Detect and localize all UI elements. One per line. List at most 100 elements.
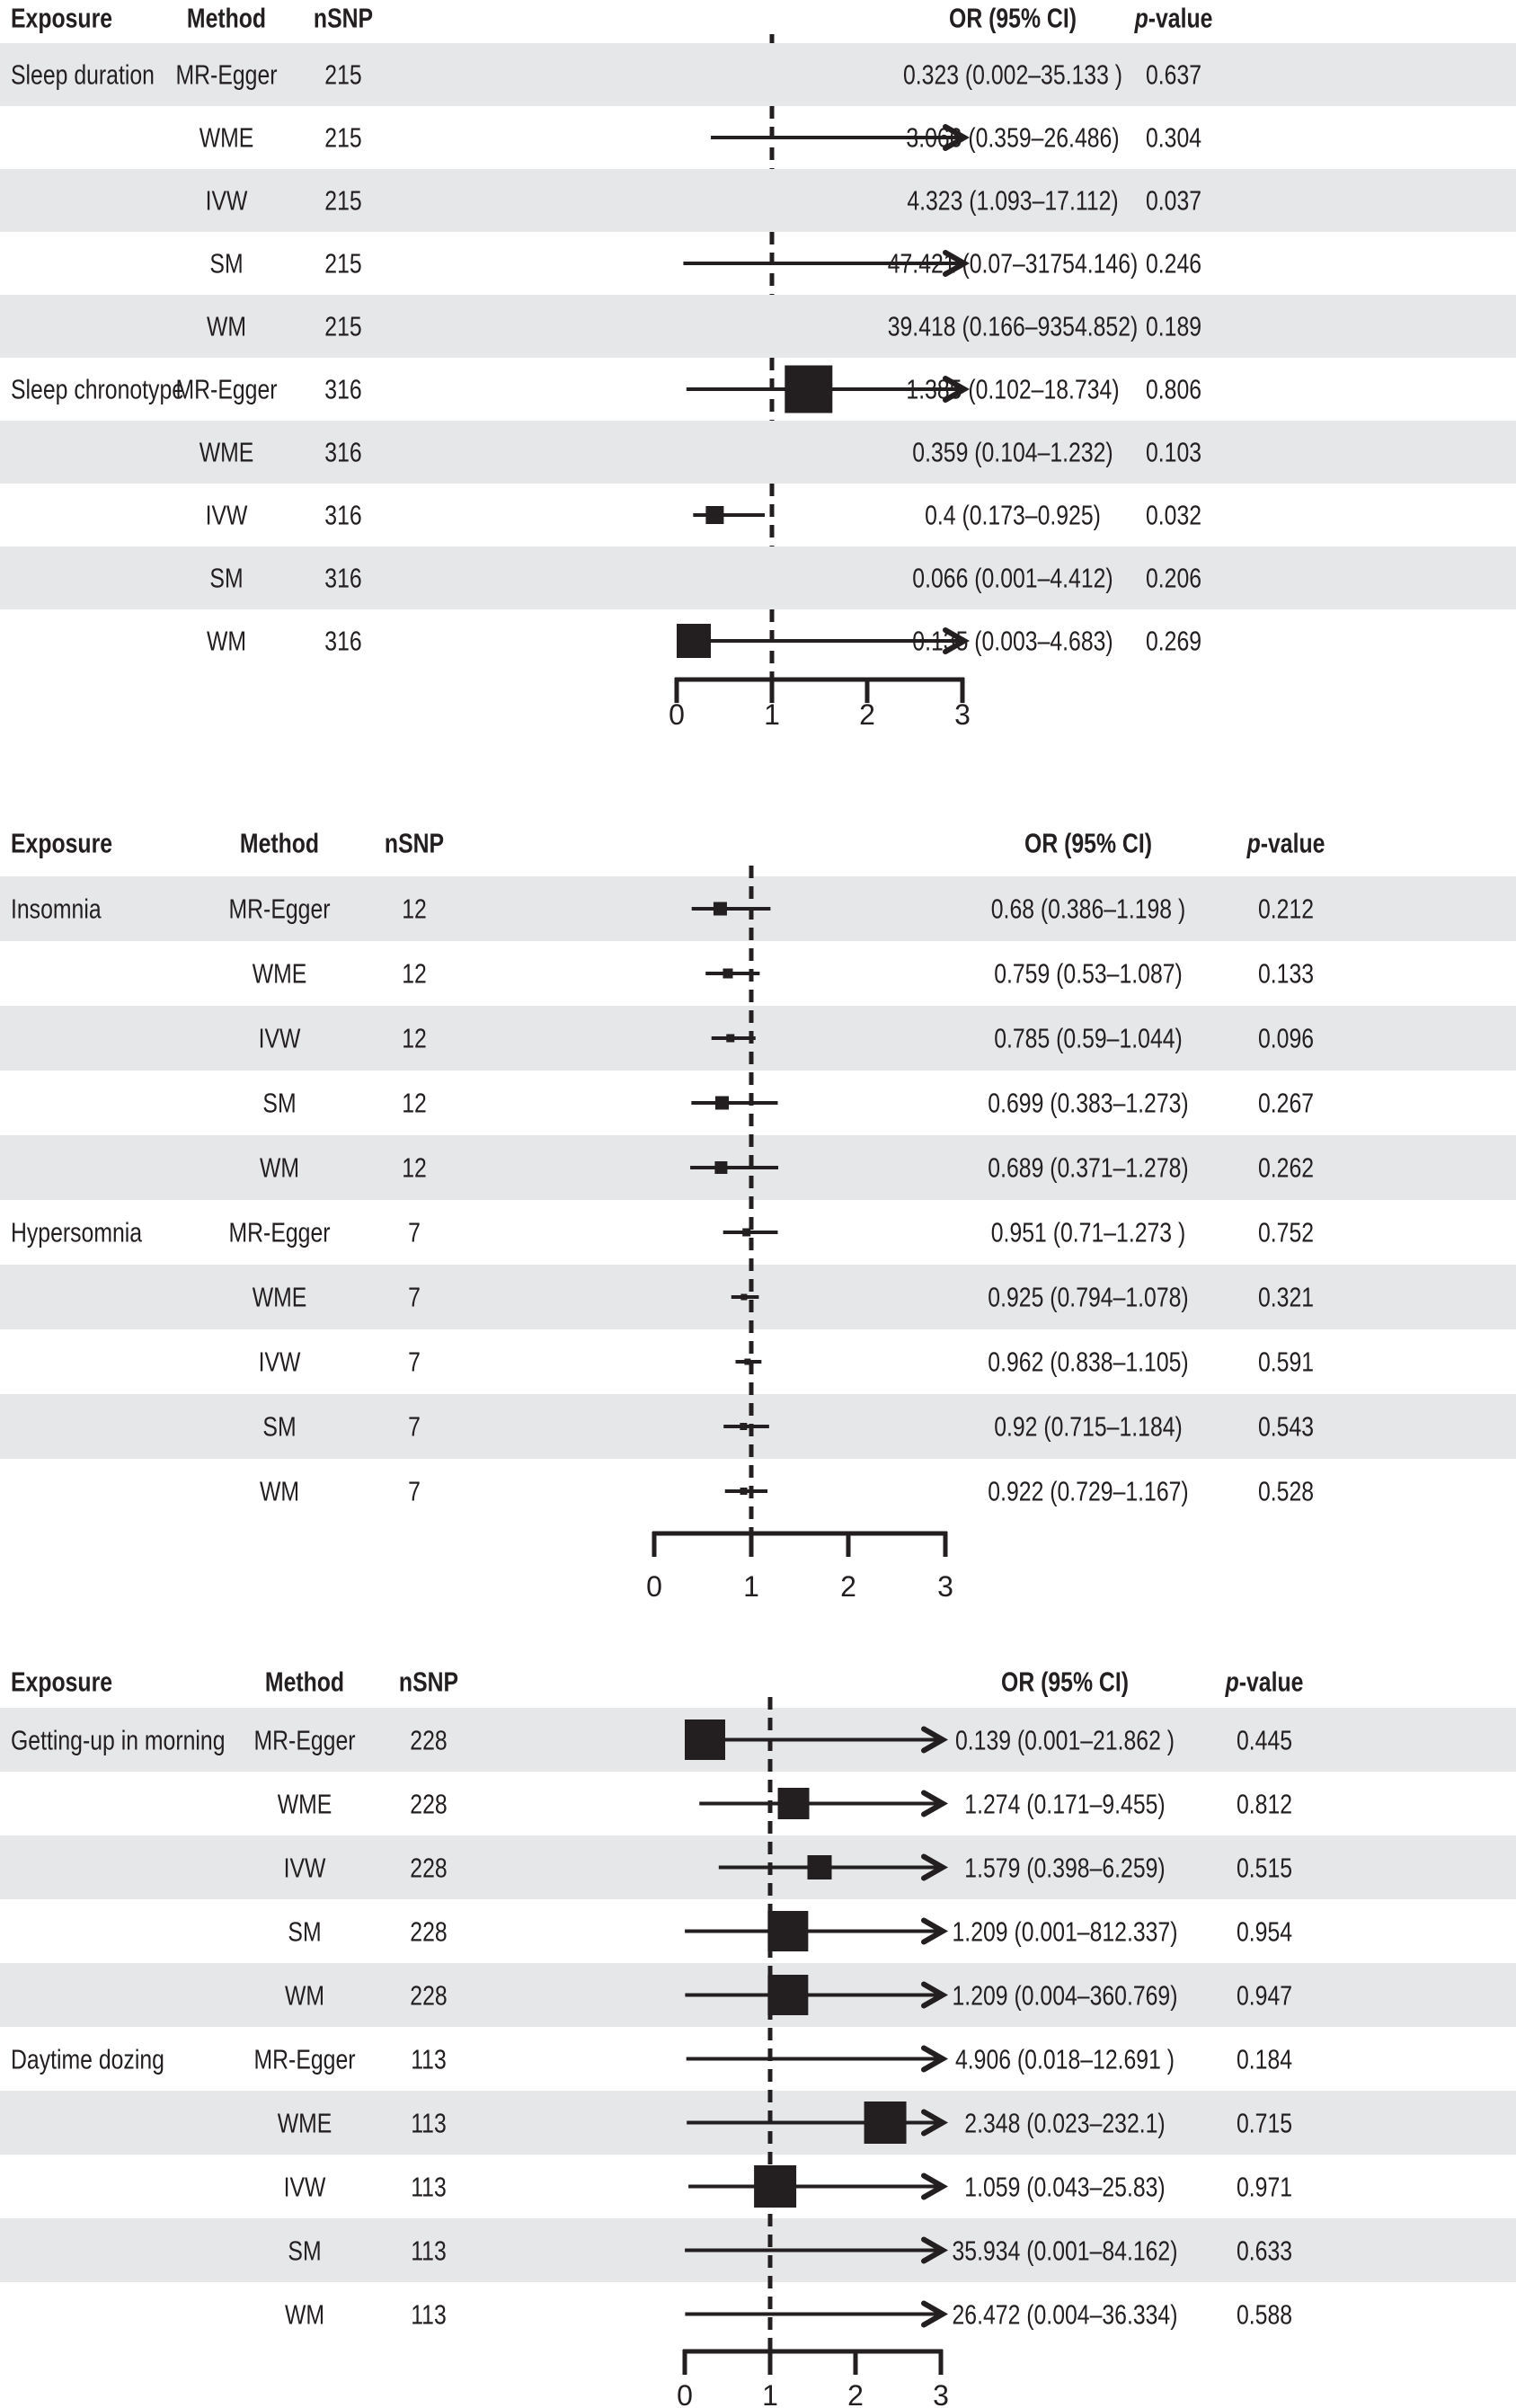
cell-method: WME xyxy=(252,1281,307,1313)
row-stripe xyxy=(0,546,1516,609)
cell-method: WME xyxy=(252,957,307,990)
cell-p-value: 0.633 xyxy=(1236,2235,1293,2266)
cell-p-value: 0.591 xyxy=(1257,1346,1315,1378)
cell-p-value: 0.637 xyxy=(1145,58,1202,91)
cell-p-value: 0.515 xyxy=(1236,1852,1293,1883)
row-stripe xyxy=(0,1006,1516,1071)
cell-p-value: 0.032 xyxy=(1145,499,1202,531)
p-value-header-rest: -value xyxy=(1238,1666,1304,1698)
cell-nsnp: 7 xyxy=(408,1281,421,1313)
cell-nsnp: 215 xyxy=(324,184,362,217)
cell-method: WM xyxy=(259,1475,300,1507)
cell-method: SM xyxy=(262,1410,297,1443)
cell-method: IVW xyxy=(205,184,248,217)
cell-p-value: 0.321 xyxy=(1257,1281,1315,1313)
cell-nsnp: 228 xyxy=(410,1788,448,1819)
cell-p-value: 0.246 xyxy=(1145,247,1202,280)
cell-method: IVW xyxy=(205,499,248,531)
cell-p-value: 0.752 xyxy=(1257,1216,1315,1248)
cell-p-value: 0.262 xyxy=(1257,1151,1315,1184)
cell-p-value: 0.189 xyxy=(1145,310,1202,342)
cell-method: IVW xyxy=(258,1346,301,1378)
cell-nsnp: 316 xyxy=(324,499,362,531)
cell-method: IVW xyxy=(283,2171,326,2202)
cell-or-ci: 1.274 (0.171–9.455) xyxy=(964,1788,1166,1819)
cell-nsnp: 12 xyxy=(402,1151,427,1184)
cell-nsnp: 7 xyxy=(408,1216,421,1248)
row-stripe xyxy=(0,421,1516,484)
cell-or-ci: 0.135 (0.003–4.683) xyxy=(912,625,1113,657)
column-header-p-value: p-value xyxy=(1247,830,1325,857)
p-value-header-italic-p: p xyxy=(1225,1666,1239,1698)
cell-or-ci: 0.699 (0.383–1.273) xyxy=(988,1087,1189,1119)
column-header-exposure: Exposure xyxy=(11,827,113,859)
cell-p-value: 0.528 xyxy=(1257,1475,1315,1507)
cell-method: WM xyxy=(206,310,247,342)
exposure-label: Getting-up in morning xyxy=(11,1724,226,1755)
cell-or-ci: 0.68 (0.386–1.198 ) xyxy=(990,893,1186,925)
column-header-method: Method xyxy=(264,1666,345,1698)
cell-or-ci: 1.385 (0.102–18.734) xyxy=(906,373,1120,405)
column-header-nsnp: nSNP xyxy=(384,827,445,859)
cell-p-value: 0.037 xyxy=(1145,184,1202,217)
cell-nsnp: 12 xyxy=(402,1022,427,1054)
cell-nsnp: 113 xyxy=(411,2107,447,2138)
cell-or-ci: 0.951 (0.71–1.273 ) xyxy=(990,1216,1186,1248)
p-value-header-italic-p: p xyxy=(1134,2,1148,34)
cell-or-ci: 4.323 (1.093–17.112) xyxy=(907,184,1119,217)
cell-or-ci: 47.421 (0.07–31754.146) xyxy=(887,247,1139,280)
cell-or-ci: 2.348 (0.023–232.1) xyxy=(964,2107,1166,2138)
cell-nsnp: 316 xyxy=(324,562,362,594)
cell-method: WM xyxy=(284,2298,325,2330)
cell-p-value: 0.212 xyxy=(1257,893,1315,925)
exposure-label: Insomnia xyxy=(11,893,102,925)
cell-nsnp: 228 xyxy=(410,1979,448,2011)
column-header-p-value: p-value xyxy=(1135,4,1213,32)
cell-or-ci: 3.066 (0.359–26.486) xyxy=(906,121,1120,154)
cell-nsnp: 12 xyxy=(402,1087,427,1119)
cell-method: WME xyxy=(277,2107,332,2138)
cell-or-ci: 0.066 (0.001–4.412) xyxy=(912,562,1113,594)
exposure-label: Daytime dozing xyxy=(11,2043,164,2075)
cell-or-ci: 4.906 (0.018–12.691 ) xyxy=(954,2043,1175,2075)
cell-nsnp: 113 xyxy=(411,2298,447,2330)
cell-nsnp: 215 xyxy=(324,121,362,154)
cell-method: MR-Egger xyxy=(175,58,278,91)
cell-p-value: 0.304 xyxy=(1145,121,1202,154)
cell-method: WME xyxy=(277,1788,332,1819)
cell-or-ci: 0.92 (0.715–1.184) xyxy=(994,1410,1183,1443)
cell-nsnp: 228 xyxy=(410,1724,448,1755)
cell-p-value: 0.096 xyxy=(1257,1022,1315,1054)
cell-nsnp: 113 xyxy=(411,2235,447,2266)
cell-or-ci: 26.472 (0.004–36.334) xyxy=(952,2298,1178,2330)
cell-or-ci: 0.925 (0.794–1.078) xyxy=(988,1281,1189,1313)
column-header-exposure: Exposure xyxy=(11,2,113,34)
cell-p-value: 0.812 xyxy=(1236,1788,1293,1819)
cell-p-value: 0.543 xyxy=(1257,1410,1315,1443)
cell-nsnp: 7 xyxy=(408,1410,421,1443)
cell-p-value: 0.947 xyxy=(1236,1979,1293,2011)
cell-or-ci: 39.418 (0.166–9354.852) xyxy=(887,310,1139,342)
cell-nsnp: 228 xyxy=(410,1915,448,1947)
cell-or-ci: 1.059 (0.043–25.83) xyxy=(964,2171,1166,2202)
column-header-method: Method xyxy=(239,827,320,859)
cell-nsnp: 215 xyxy=(324,247,362,280)
cell-method: SM xyxy=(262,1087,297,1119)
cell-method: SM xyxy=(288,2235,322,2266)
cell-or-ci: 0.359 (0.104–1.232) xyxy=(912,436,1113,468)
cell-or-ci: 35.934 (0.001–84.162) xyxy=(952,2235,1178,2266)
column-header-method: Method xyxy=(186,2,267,34)
cell-method: MR-Egger xyxy=(228,1216,331,1248)
cell-method: WM xyxy=(284,1979,325,2011)
exposure-label: Sleep chronotype xyxy=(11,373,185,405)
cell-or-ci: 0.689 (0.371–1.278) xyxy=(988,1151,1189,1184)
cell-p-value: 0.445 xyxy=(1236,1724,1293,1755)
cell-nsnp: 113 xyxy=(411,2043,447,2075)
cell-p-value: 0.267 xyxy=(1257,1087,1315,1119)
p-value-header-italic-p: p xyxy=(1246,827,1261,859)
cell-method: MR-Egger xyxy=(175,373,278,405)
cell-p-value: 0.954 xyxy=(1236,1915,1293,1947)
cell-p-value: 0.269 xyxy=(1145,625,1202,657)
